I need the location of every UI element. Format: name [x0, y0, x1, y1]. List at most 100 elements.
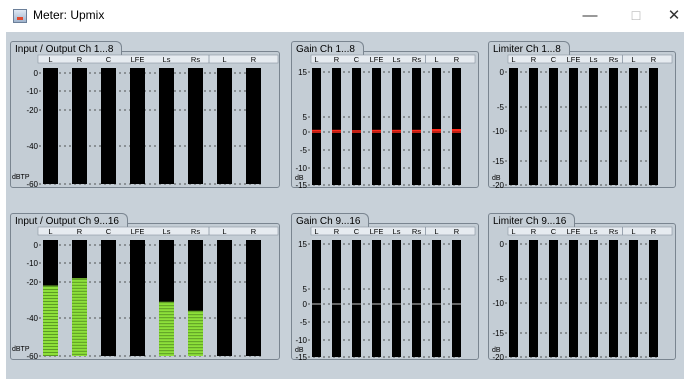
tick-label: 5: [303, 113, 308, 122]
channel-label: Rs: [609, 55, 618, 64]
meter-bar: [569, 240, 578, 357]
channel-label: Rs: [191, 55, 200, 64]
window-title: Meter: Upmix: [33, 8, 105, 22]
tick-label: 15: [298, 68, 307, 77]
channel-label: L: [48, 227, 52, 236]
panel-title: Input / Output Ch 1...8: [10, 41, 123, 57]
channel-label: L: [314, 55, 318, 64]
panel-gain-9-16: Gain Ch 9...16 15 5 0 -5 -10 -15 dB L R C LFE Ls Rs L…: [291, 213, 479, 360]
meter-bar: [432, 68, 441, 185]
meter-bar: [452, 240, 461, 357]
channel-label: Rs: [191, 227, 200, 236]
meter-bar: [159, 68, 174, 184]
panel-frame: [291, 223, 479, 360]
meter-bar: [549, 240, 558, 357]
maximize-button[interactable]: ☐: [630, 9, 642, 23]
tick-label: 0: [500, 68, 505, 77]
minimize-button[interactable]: —: [582, 7, 598, 24]
unit-label: dB: [295, 175, 304, 182]
channel-label: Ls: [590, 227, 598, 236]
panel-frame: [488, 51, 676, 188]
meter-bar: [569, 68, 578, 185]
channel-label: R: [651, 55, 657, 64]
meter-bar: [509, 68, 518, 185]
channel-label: L: [222, 227, 226, 236]
tick-label: -60: [26, 180, 38, 188]
gain-marker: [392, 129, 401, 133]
panel-limiter-1-8: Limiter Ch 1...8 0 -5 -10 -15 -20 dB L R C LFE Ls R…: [488, 41, 676, 188]
tick-label: -20: [26, 278, 38, 287]
channel-label: R: [531, 227, 537, 236]
unit-label: dBTP: [12, 174, 30, 181]
channel-header: [310, 54, 476, 64]
channel-label: L: [511, 55, 515, 64]
tick-label: -20: [492, 353, 504, 360]
channel-label: R: [334, 227, 340, 236]
channel-label: C: [551, 55, 557, 64]
title-bar[interactable]: Meter: Upmix — ☐ ✕: [0, 0, 684, 32]
tick-label: -10: [295, 164, 307, 173]
channel-label: Rs: [412, 55, 421, 64]
channel-label: C: [551, 227, 557, 236]
meter-bar: [589, 240, 598, 357]
meter-bar: [217, 240, 232, 356]
meter-bar: [589, 68, 598, 185]
level-fill: [159, 301, 174, 356]
channel-label: R: [531, 55, 537, 64]
gain-marker: [452, 129, 461, 133]
channel-label: L: [434, 227, 438, 236]
meter-bar: [629, 68, 638, 185]
channel-header: [37, 54, 279, 64]
channel-label: L: [434, 55, 438, 64]
panel-frame: [488, 223, 676, 360]
tick-label: -10: [492, 127, 504, 136]
meter-bar: [452, 68, 461, 185]
gain-marker: [312, 129, 321, 133]
panel-title: Gain Ch 1...8: [291, 41, 364, 57]
channel-label: LFE: [370, 227, 384, 236]
channel-label: L: [511, 227, 515, 236]
tick-label: -20: [26, 106, 38, 115]
tick-label: -5: [497, 275, 505, 284]
channel-label: R: [77, 55, 83, 64]
meter-area: Input / Output Ch 1...8 0 -10 -20 -40 -60 dBT…: [6, 32, 684, 379]
meter-bar: [312, 240, 321, 357]
tick-label: -10: [492, 299, 504, 308]
meter-bar: [412, 68, 421, 185]
meter-bar: [509, 240, 518, 357]
tick-label: -40: [26, 142, 38, 151]
meter-bar: [101, 68, 116, 184]
meter-bar: [432, 240, 441, 357]
meter-bar: [246, 68, 261, 184]
unit-label: dB: [492, 347, 501, 354]
meter-bar: [312, 68, 321, 185]
panel-title: Limiter Ch 9...16: [488, 213, 576, 229]
panel-title: Input / Output Ch 9...16: [10, 213, 128, 229]
level-fill: [72, 278, 87, 356]
tick-label: 0: [303, 300, 308, 309]
gain-marker: [352, 130, 361, 133]
tick-label: 5: [303, 285, 308, 294]
tick-label: -5: [300, 318, 308, 327]
channel-label: R: [454, 55, 460, 64]
close-button[interactable]: ✕: [667, 7, 681, 24]
gain-marker: [372, 129, 381, 133]
unit-label: dB: [295, 347, 304, 354]
channel-label: C: [354, 55, 360, 64]
meter-bar: [649, 68, 658, 185]
tick-label: -10: [26, 259, 38, 268]
gain-marker: [432, 129, 441, 133]
channel-label: LFE: [131, 227, 145, 236]
channel-header: [507, 226, 673, 236]
meter-bar: [332, 68, 341, 185]
meter-bar: [392, 240, 401, 357]
tick-label: -5: [497, 103, 505, 112]
panel-title: Gain Ch 9...16: [291, 213, 370, 229]
meter-bar: [246, 240, 261, 356]
channel-label: C: [354, 227, 360, 236]
meter-bar: [332, 240, 341, 357]
tick-label: -5: [300, 146, 308, 155]
